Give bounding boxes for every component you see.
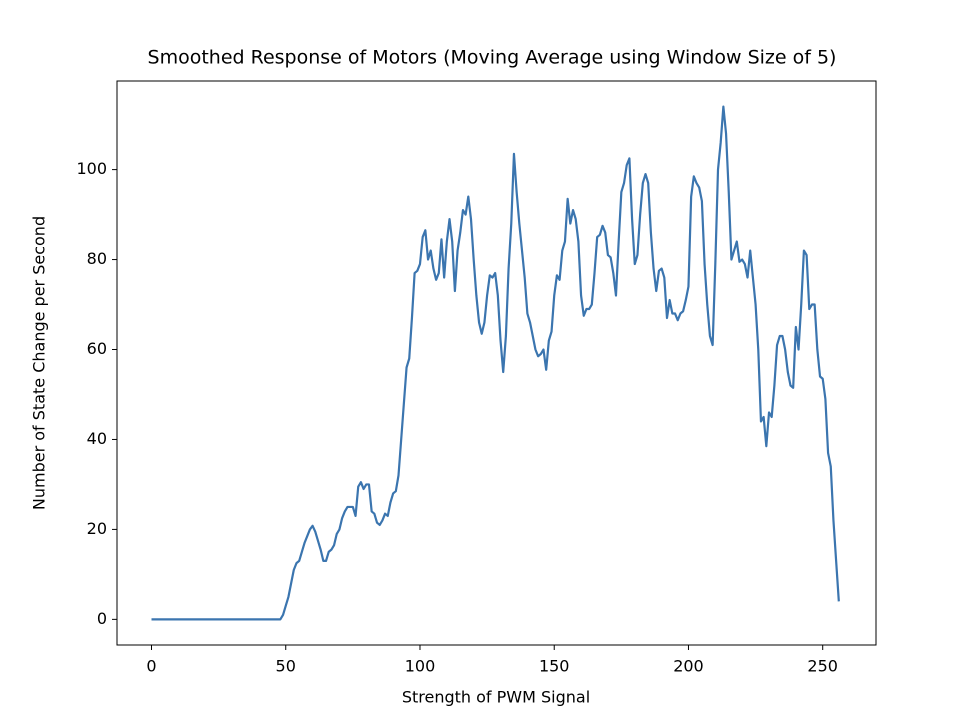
x-tick-label: 50 xyxy=(276,657,296,676)
y-tick-label: 20 xyxy=(87,519,107,538)
plot-frame xyxy=(116,80,877,646)
x-axis-label: Strength of PWM Signal xyxy=(402,688,590,707)
y-tick-label: 40 xyxy=(87,429,107,448)
y-tick-label: 100 xyxy=(76,159,107,178)
x-tick-label: 150 xyxy=(539,657,570,676)
x-tick-label: 0 xyxy=(146,657,156,676)
data-line xyxy=(151,105,840,621)
x-tick-label: 200 xyxy=(673,657,704,676)
y-tick-label: 80 xyxy=(87,249,107,268)
y-tick-label: 0 xyxy=(97,609,107,628)
y-tick-label: 60 xyxy=(87,339,107,358)
chart-title: Smoothed Response of Motors (Moving Aver… xyxy=(148,47,837,69)
y-axis-label: Number of State Change per Second xyxy=(30,216,49,510)
x-tick-label: 100 xyxy=(405,657,436,676)
x-tick-label: 250 xyxy=(807,657,838,676)
